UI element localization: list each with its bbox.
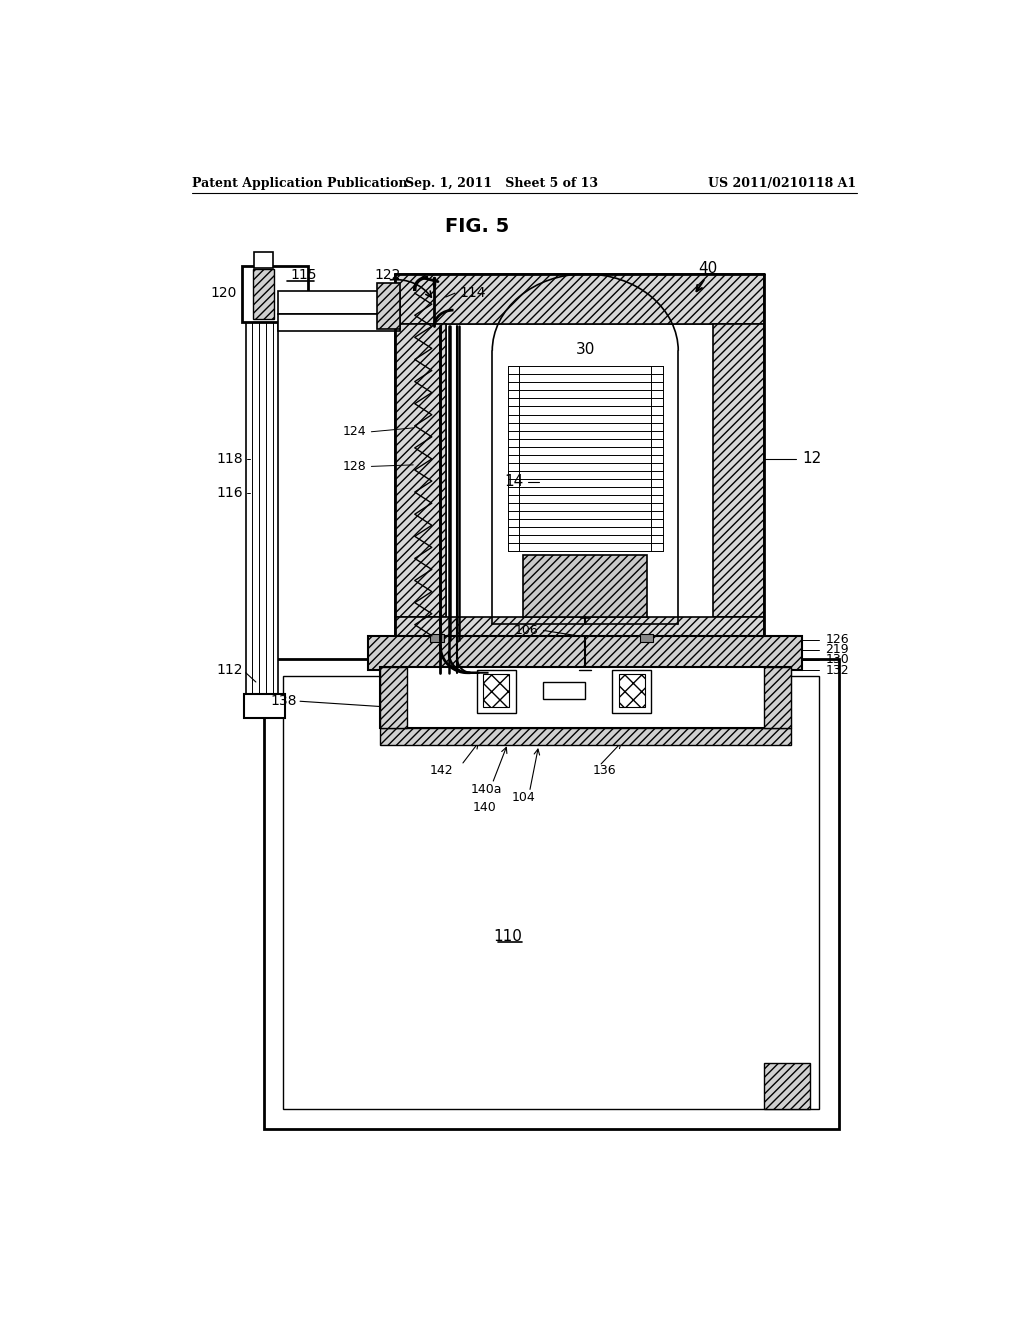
Text: 110: 110	[494, 928, 522, 944]
Text: 120: 120	[210, 286, 237, 300]
Text: 104: 104	[511, 791, 536, 804]
Text: 112: 112	[216, 664, 243, 677]
Text: 126: 126	[825, 634, 849, 647]
Text: 30: 30	[575, 342, 595, 356]
Text: 122: 122	[375, 268, 400, 282]
Text: 14: 14	[504, 474, 523, 490]
Bar	[395, 616, 764, 667]
Text: 132: 132	[825, 664, 849, 677]
Bar	[253, 268, 274, 319]
Bar	[254, 252, 273, 268]
Bar	[477, 671, 515, 713]
Text: 106: 106	[515, 624, 539, 638]
Text: 114: 114	[460, 286, 486, 300]
Bar	[612, 671, 651, 713]
Bar	[430, 635, 444, 642]
Bar	[245, 693, 285, 718]
Text: 115: 115	[291, 268, 317, 282]
Bar	[246, 289, 279, 697]
Text: 140: 140	[473, 801, 497, 814]
Bar	[380, 667, 791, 729]
Text: 142: 142	[430, 764, 454, 777]
Text: 40: 40	[698, 261, 718, 276]
Text: FIG. 5: FIG. 5	[444, 216, 509, 236]
Text: 138: 138	[270, 694, 297, 709]
Text: 130: 130	[825, 653, 849, 667]
Bar	[377, 284, 400, 330]
Bar	[278, 290, 400, 314]
Text: Patent Application Publication: Patent Application Publication	[193, 177, 408, 190]
Text: 12: 12	[802, 451, 821, 466]
Text: 116: 116	[216, 486, 243, 500]
Bar	[618, 675, 645, 706]
Bar	[380, 729, 791, 744]
Bar	[483, 675, 509, 706]
Bar	[369, 636, 802, 671]
Bar	[263, 659, 839, 1129]
Bar	[543, 682, 586, 700]
Text: US 2011/0210118 A1: US 2011/0210118 A1	[708, 177, 856, 190]
Bar	[640, 635, 653, 642]
Bar	[278, 314, 400, 331]
Text: 140a: 140a	[470, 783, 502, 796]
Text: 219: 219	[825, 643, 849, 656]
Text: 136: 136	[593, 764, 616, 777]
Bar	[713, 323, 764, 616]
Bar	[523, 554, 647, 616]
Bar	[380, 667, 407, 729]
Bar	[764, 667, 791, 729]
Bar	[445, 323, 713, 616]
Text: Sep. 1, 2011   Sheet 5 of 13: Sep. 1, 2011 Sheet 5 of 13	[406, 177, 598, 190]
Bar	[395, 323, 445, 616]
Text: 118: 118	[216, 451, 243, 466]
Text: 128: 128	[343, 459, 367, 473]
Bar	[242, 267, 308, 322]
Text: 124: 124	[343, 425, 367, 438]
Bar	[283, 676, 819, 1109]
Bar	[764, 1063, 810, 1109]
Bar	[395, 275, 764, 323]
